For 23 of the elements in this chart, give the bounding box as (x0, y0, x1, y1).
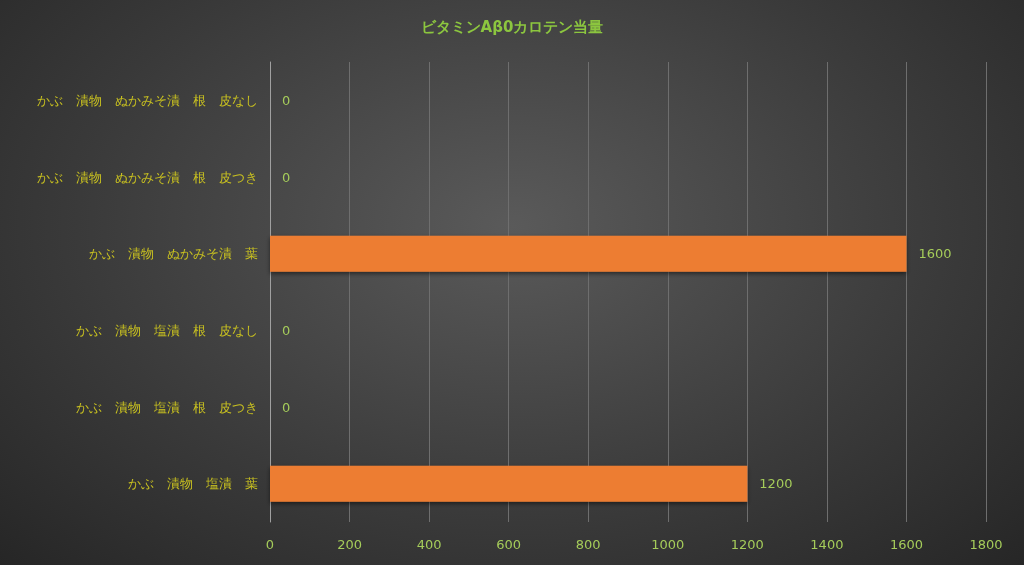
x-tick-label: 1800 (969, 537, 1003, 552)
y-tick-label: かぶ 漬物 ぬかみそ漬 根 皮つき (37, 169, 258, 185)
data-label: 1600 (918, 246, 952, 262)
y-tick-label: かぶ 漬物 塩漬 根 皮つき (76, 399, 258, 415)
x-tick-label: 400 (416, 537, 442, 552)
y-tick-label: かぶ 漬物 塩漬 根 皮なし (76, 322, 258, 338)
x-tick-label: 1600 (889, 537, 923, 552)
chart-title: ビタミンAβ0カロテン当量 (420, 17, 604, 36)
data-label: 0 (282, 322, 291, 338)
x-tick-label: 1200 (730, 537, 764, 552)
x-tick-label: 1400 (810, 537, 844, 552)
y-tick-label: かぶ 漬物 ぬかみそ漬 葉 (89, 246, 258, 262)
data-label: 0 (282, 92, 291, 108)
x-tick-label: 200 (337, 537, 362, 552)
data-label: 1200 (759, 476, 793, 492)
x-tick-label: 600 (496, 537, 522, 552)
x-tick-label: 800 (575, 537, 601, 552)
y-tick-label: かぶ 漬物 ぬかみそ漬 根 皮なし (37, 92, 258, 108)
data-label: 0 (282, 169, 291, 185)
data-label: 0 (282, 399, 291, 415)
x-tick-label: 0 (265, 537, 275, 552)
y-tick-label: かぶ 漬物 塩漬 葉 (128, 476, 258, 492)
x-tick-label: 1000 (651, 537, 685, 552)
